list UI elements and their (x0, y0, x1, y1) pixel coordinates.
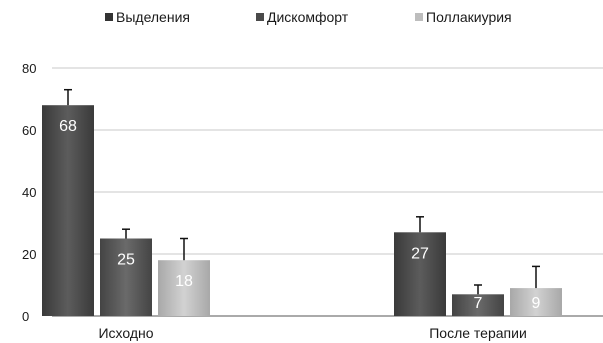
y-tick-label: 40 (22, 185, 36, 200)
legend-swatch (105, 13, 113, 21)
bar-value-label: 18 (175, 273, 193, 290)
y-tick-label: 80 (22, 61, 36, 76)
legend-swatch (256, 13, 264, 21)
x-category-label: После терапии (429, 325, 527, 341)
x-category-label: Исходно (98, 325, 153, 341)
legend-label: Выделения (116, 9, 190, 25)
bar-2-1 (100, 238, 152, 316)
bar-value-label: 9 (532, 295, 541, 312)
y-axis-ticks: 0 20 40 60 80 (22, 61, 36, 324)
bar-value-label: 7 (474, 295, 483, 312)
bar-3-2 (510, 288, 562, 316)
bar-1-1 (42, 105, 94, 316)
y-tick-label: 0 (22, 309, 29, 324)
bar-value-label: 27 (411, 245, 429, 262)
legend-label: Поллакиурия (426, 9, 512, 25)
x-axis-categories: Исходно После терапии (98, 325, 526, 341)
y-tick-label: 60 (22, 123, 36, 138)
legend: Выделения Дискомфорт Поллакиурия (105, 9, 512, 25)
bar-1-2 (394, 232, 446, 316)
bar-3-1 (158, 260, 210, 316)
bars (42, 88, 562, 316)
data-labels: 68 27 25 7 18 9 (59, 118, 540, 312)
legend-swatch (415, 13, 423, 21)
bar-value-label: 68 (59, 118, 77, 135)
legend-label: Дискомфорт (267, 9, 349, 25)
bar-2-2 (452, 294, 504, 316)
bar-value-label: 25 (117, 252, 135, 269)
y-tick-label: 20 (22, 247, 36, 262)
